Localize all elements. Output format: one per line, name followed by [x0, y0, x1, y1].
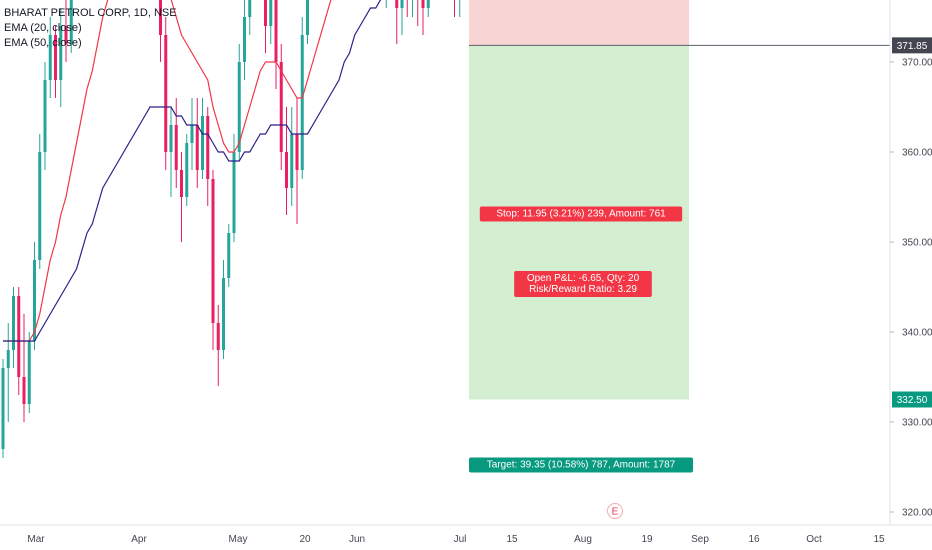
candle-body	[395, 0, 399, 8]
candle-body	[211, 179, 215, 323]
ema50-legend[interactable]: EMA (50, close)	[4, 37, 82, 49]
candle-body	[274, 0, 278, 62]
target-price-badge-text: 332.50	[897, 395, 928, 406]
earnings-icon[interactable]	[607, 503, 623, 519]
time-axis[interactable]: Mar Apr May 20 Jun Jul 15 Aug 19 Sep 16 Oct 15	[27, 534, 885, 545]
candle-body	[206, 116, 210, 179]
risk-reward-tool[interactable]	[469, 0, 890, 400]
stop-label-box	[479, 206, 683, 222]
x-tick-label: 20	[299, 534, 311, 545]
x-tick-label: 15	[506, 534, 518, 545]
candle-body	[426, 0, 430, 8]
pnl-label-text: Open P&L: -6.65, Qty: 20	[527, 273, 640, 284]
candle-body	[222, 278, 225, 350]
candle-body	[269, 0, 273, 26]
target-label-box	[469, 457, 693, 473]
ema20-line	[3, 0, 332, 342]
candle-body	[300, 35, 304, 170]
y-tick-label: 370.00	[902, 58, 932, 69]
candle-body	[237, 62, 241, 152]
candle-body	[33, 260, 36, 341]
candle-body	[400, 0, 404, 8]
pnl-label-box	[514, 271, 652, 297]
candle-body	[12, 296, 15, 350]
candle-body	[421, 0, 425, 8]
ema20-legend[interactable]: EMA (20, close)	[4, 22, 82, 34]
stop-label-text: Stop: 11.95 (3.21%) 239, Amount: 761	[496, 209, 666, 220]
y-tick-label: 330.00	[902, 418, 932, 429]
y-tick-label: 360.00	[902, 148, 932, 159]
candle-body	[27, 341, 31, 404]
candle-body	[169, 125, 173, 152]
target-label-text: Target: 39.35 (10.58%) 787, Amount: 1787	[487, 460, 676, 471]
price-axis[interactable]: 320.00330.00340.00350.00360.00370.00380.…	[890, 0, 932, 519]
candle-body	[38, 152, 42, 260]
candle-body	[216, 323, 220, 350]
candle-body	[201, 116, 204, 170]
entry-price-badge-text: 371.85	[897, 41, 928, 52]
x-tick-label: 15	[873, 534, 885, 545]
candle-body	[1, 368, 5, 449]
x-tick-label: Oct	[806, 534, 822, 545]
y-tick-label: 350.00	[902, 238, 932, 249]
x-tick-label: 19	[641, 534, 653, 545]
candle-body	[195, 125, 199, 170]
ema-series	[3, 0, 382, 342]
target-price-badge	[892, 391, 932, 408]
pnl-label-text: Risk/Reward Ratio: 3.29	[529, 284, 637, 295]
take-profit-zone[interactable]	[469, 45, 689, 400]
candle-body	[174, 125, 178, 170]
candle-body	[17, 296, 21, 377]
x-tick-label: Jun	[349, 534, 365, 545]
candle-body	[248, 0, 252, 17]
entry-price-badge	[892, 37, 932, 54]
candle-body	[69, 0, 73, 44]
candle-body	[232, 152, 236, 233]
chart-plot-area[interactable]	[0, 0, 890, 525]
candlestick-series	[1, 0, 461, 458]
candle-body	[190, 125, 194, 143]
x-tick-label: Sep	[691, 534, 709, 545]
candle-body	[185, 143, 189, 197]
x-tick-label: Apr	[131, 534, 147, 545]
candle-body	[264, 0, 267, 26]
candle-body	[164, 35, 168, 152]
chart-legend: BHARAT PETROL CORP, 1D, NSE EMA (20, clo…	[4, 6, 177, 51]
candle-body	[290, 134, 294, 188]
candle-body	[43, 80, 47, 152]
candle-body	[306, 0, 309, 35]
earnings-marker[interactable]: E	[607, 503, 623, 519]
x-tick-label: Mar	[27, 534, 45, 545]
candle-body	[279, 62, 283, 152]
symbol-title[interactable]: BHARAT PETROL CORP, 1D, NSE	[4, 7, 177, 19]
candle-body	[227, 233, 231, 278]
x-tick-label: Jul	[454, 534, 467, 545]
candle-body	[180, 170, 183, 197]
candle-body	[64, 26, 68, 44]
candle-body	[6, 350, 10, 368]
candle-body	[48, 35, 52, 80]
candle-body	[285, 152, 288, 188]
y-tick-label: 340.00	[902, 328, 932, 339]
x-tick-label: 16	[748, 534, 760, 545]
candle-body	[159, 0, 162, 35]
candle-body	[295, 134, 299, 170]
candle-body	[59, 26, 63, 80]
earnings-label: E	[612, 507, 619, 518]
candle-body	[22, 377, 26, 404]
candle-body	[54, 35, 57, 80]
candle-body	[243, 17, 246, 62]
ema50-line	[3, 0, 382, 342]
x-tick-label: Aug	[574, 534, 592, 545]
x-tick-label: May	[229, 534, 248, 545]
stop-loss-zone[interactable]	[469, 0, 689, 46]
position-labels: Stop: 11.95 (3.21%) 239, Amount: 761 Open…	[469, 206, 693, 473]
y-tick-label: 320.00	[902, 508, 932, 519]
